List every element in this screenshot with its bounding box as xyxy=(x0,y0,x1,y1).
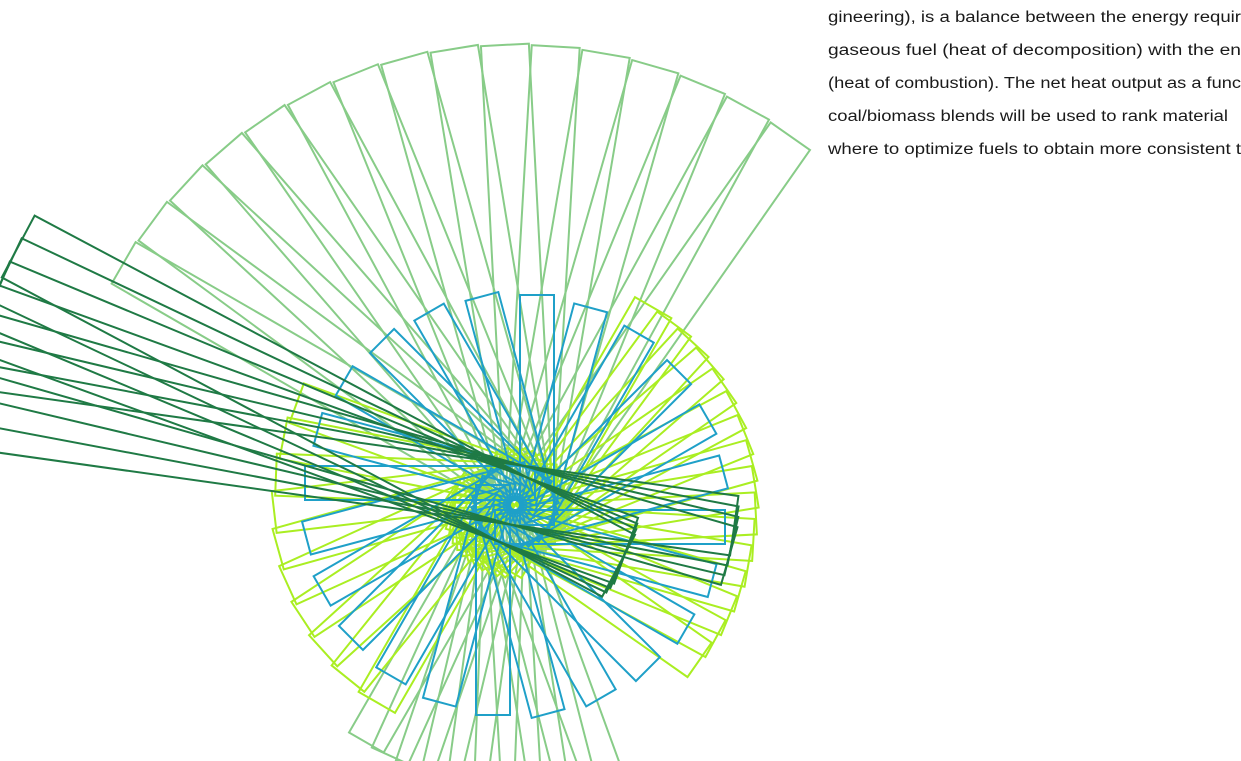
text-line: coal/biomass blends will be used to rank… xyxy=(828,108,1228,125)
spiral-rect xyxy=(421,474,517,708)
spiral-rect xyxy=(502,358,693,549)
spiral-rect xyxy=(412,302,561,522)
spiral-rect xyxy=(464,290,560,525)
spiral-rect xyxy=(330,446,542,694)
text-line: gineering), is a balance between the ene… xyxy=(828,9,1241,26)
spiral-rect xyxy=(0,214,637,599)
spiral-rect xyxy=(374,466,523,686)
spiral-rect xyxy=(469,488,618,708)
decorative-spiral xyxy=(0,42,812,761)
text-line: where to optimize fuels to obtain more c… xyxy=(827,141,1241,158)
text-line: (heat of combustion). The net heat outpu… xyxy=(828,75,1241,92)
spiral-rect xyxy=(357,447,537,715)
spiral-rect xyxy=(498,402,718,551)
spiral-rect xyxy=(337,461,528,652)
spiral-rect xyxy=(519,294,555,526)
spiral-rect xyxy=(475,484,511,716)
spiral-rect xyxy=(507,324,656,544)
text-line: gaseous fuel (heat of decomposition) wit… xyxy=(828,42,1241,59)
spiral-rect xyxy=(368,327,559,518)
spiral-rect xyxy=(476,497,696,646)
spiral-rect xyxy=(440,469,713,679)
body-text: gineering), is a balance between the ene… xyxy=(827,9,1241,158)
spiral-rect xyxy=(470,485,566,720)
